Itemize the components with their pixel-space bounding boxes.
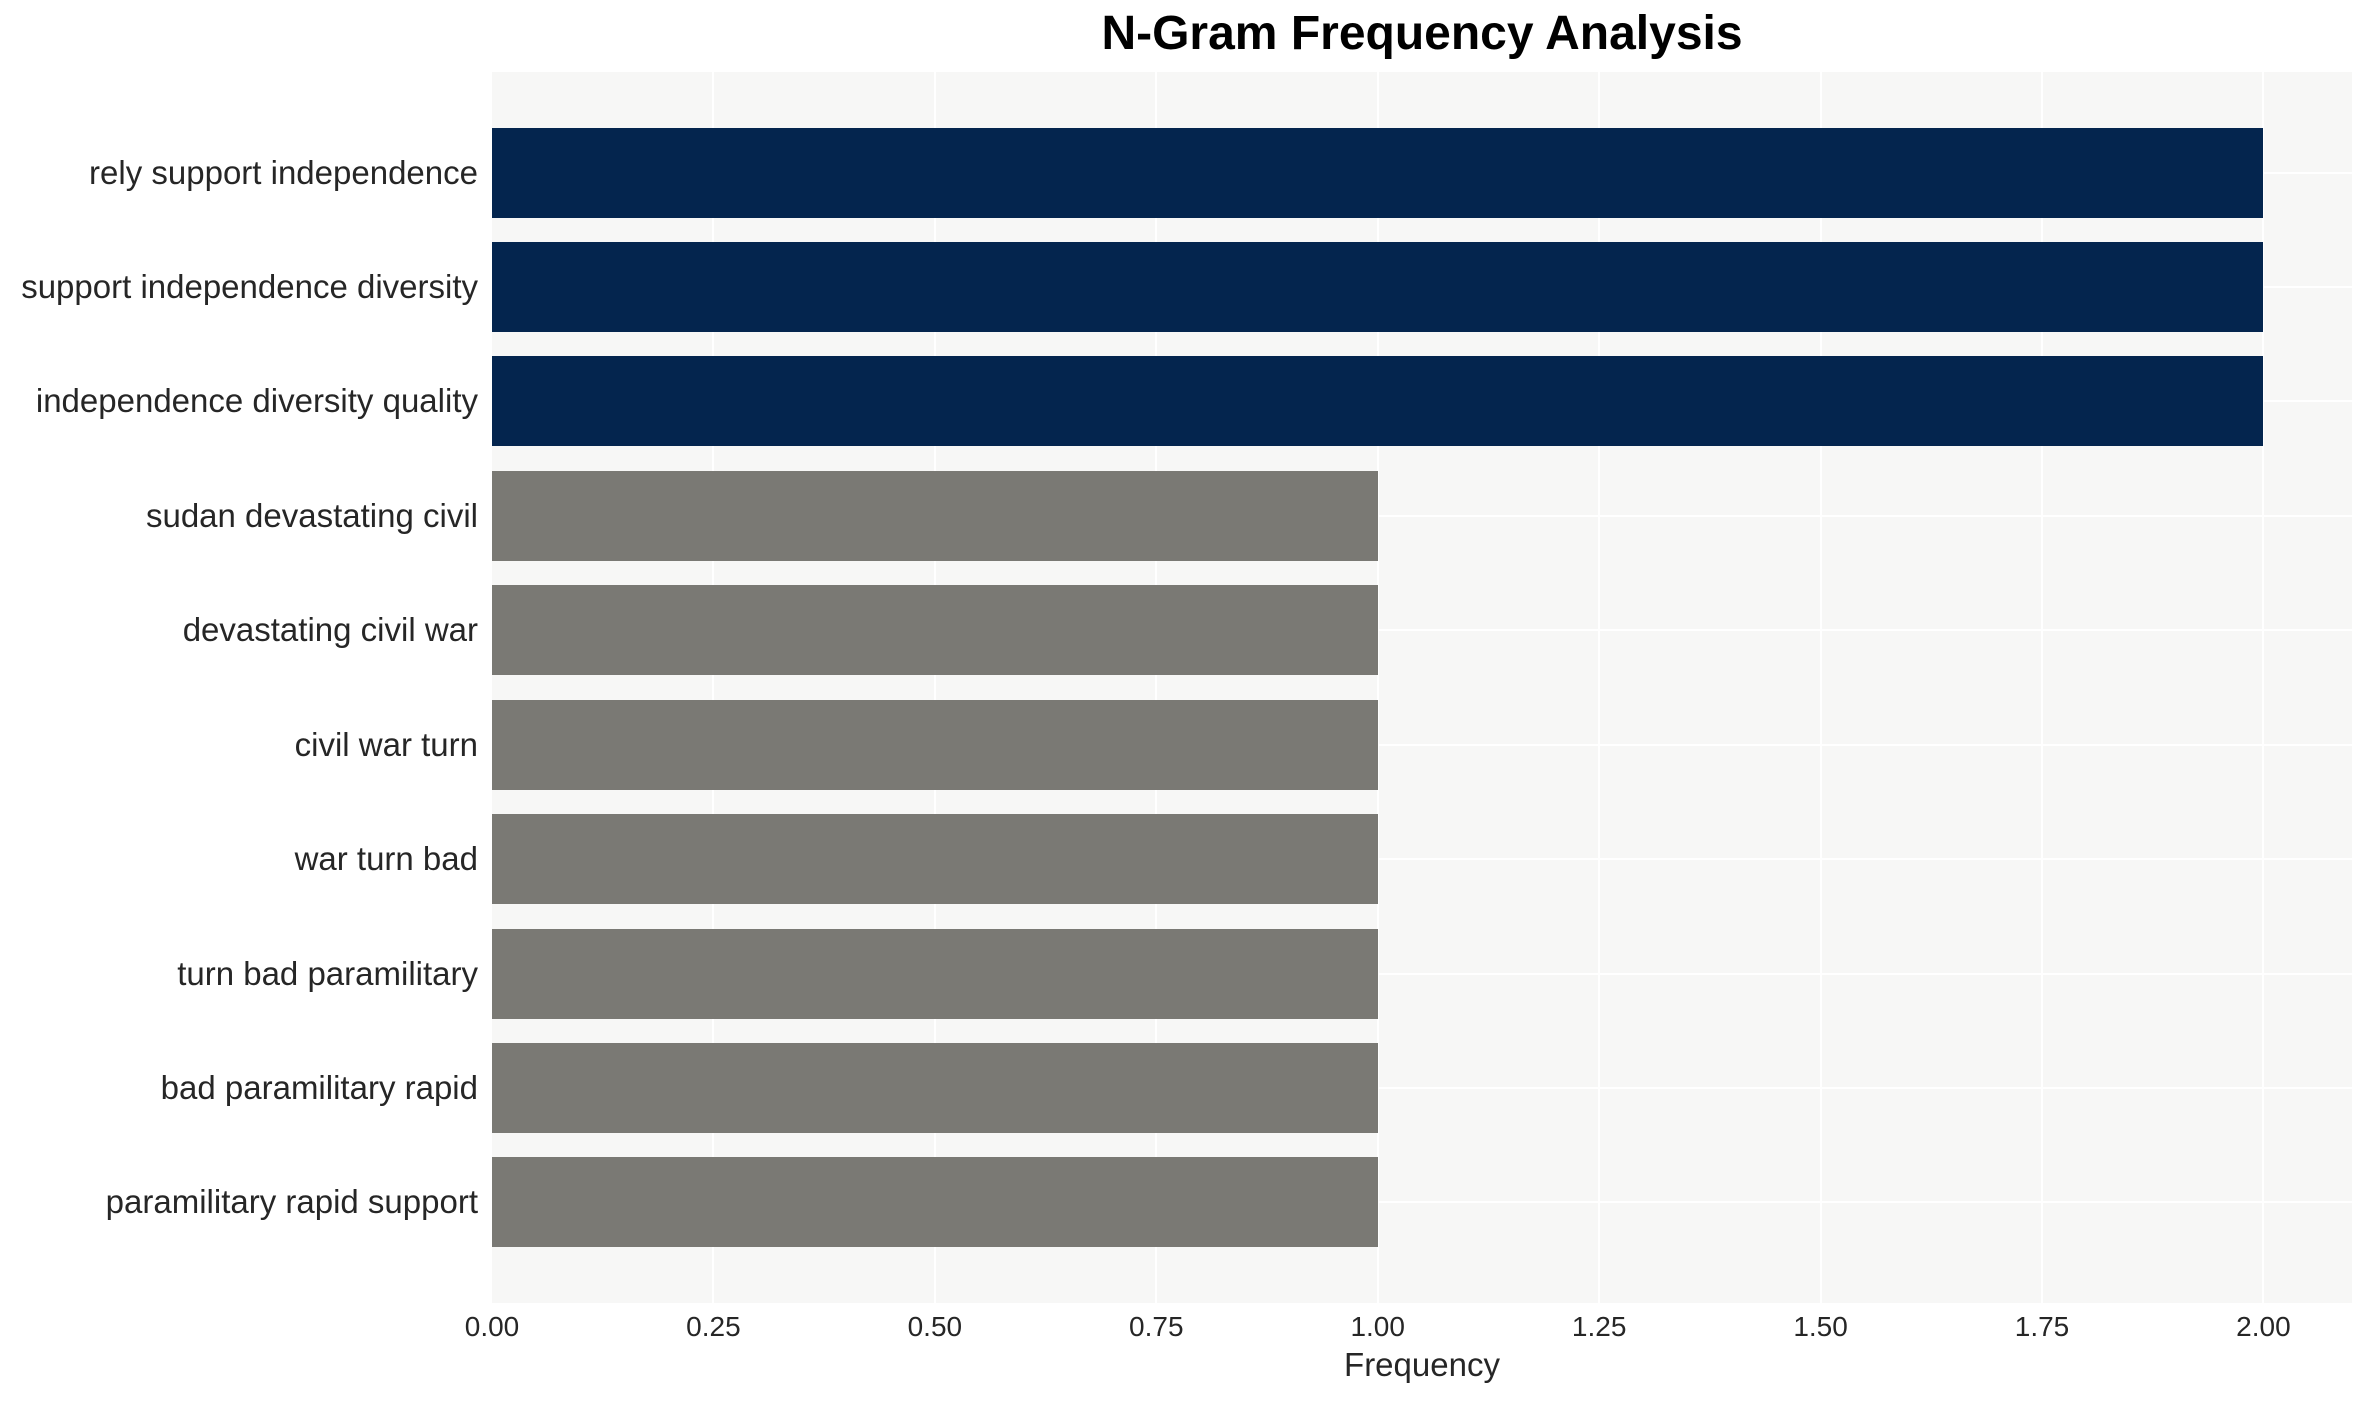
bar-9	[492, 1042, 1378, 1133]
bar-1	[492, 127, 2264, 218]
vertical-gridline	[933, 72, 936, 1303]
y-tick-label: paramilitary rapid support	[105, 1183, 478, 1221]
plot-area	[492, 72, 2352, 1303]
horizontal-gridline	[492, 972, 2352, 975]
y-tick-label: war turn bad	[294, 840, 478, 878]
y-tick-label: civil war turn	[294, 725, 478, 763]
horizontal-gridline	[492, 629, 2352, 632]
horizontal-gridline	[492, 1201, 2352, 1204]
y-tick-label: bad paramilitary rapid	[160, 1068, 478, 1106]
bar-10	[492, 1157, 1378, 1248]
vertical-gridline	[2041, 72, 2043, 1303]
y-tick-label: independence diversity quality	[35, 382, 478, 420]
bar-5	[492, 585, 1378, 676]
x-tick-label: 1.75	[2014, 1311, 2070, 1342]
x-tick-label: 1.50	[1793, 1311, 1848, 1342]
y-tick-label: rely support independence	[89, 153, 478, 191]
horizontal-gridline	[492, 514, 2352, 517]
y-tick-label: support independence diversity	[21, 268, 478, 306]
bar-3	[492, 356, 2264, 447]
vertical-gridline	[1155, 72, 1158, 1303]
vertical-gridline	[712, 72, 715, 1303]
x-tick-label: 0.00	[464, 1311, 520, 1342]
vertical-gridline	[2262, 72, 2265, 1303]
bar-4	[492, 470, 1378, 561]
bar-6	[492, 699, 1378, 790]
bar-8	[492, 928, 1378, 1019]
horizontal-gridline	[492, 1086, 2352, 1089]
y-tick-label: turn bad paramilitary	[177, 954, 478, 992]
x-axis-label: Frequency	[1344, 1346, 1500, 1383]
y-tick-label: sudan devastating civil	[145, 496, 478, 534]
vertical-gridline	[1598, 72, 1601, 1303]
vertical-gridline	[1819, 72, 1822, 1303]
x-tick-label: 2.00	[2236, 1311, 2291, 1342]
bar-2	[492, 242, 2264, 333]
x-tick-label: 0.25	[686, 1311, 741, 1342]
x-tick-label: 0.50	[907, 1311, 963, 1342]
vertical-gridline	[1376, 72, 1379, 1303]
bar-7	[492, 814, 1378, 905]
horizontal-gridline	[492, 858, 2352, 861]
chart-title: N-Gram Frequency Analysis	[1101, 7, 1743, 60]
x-tick-label: 1.25	[1571, 1311, 1627, 1342]
x-tick-label: 0.75	[1129, 1311, 1184, 1342]
horizontal-gridline	[492, 743, 2352, 746]
y-tick-label: devastating civil war	[182, 611, 478, 649]
x-tick-label: 1.00	[1350, 1311, 1405, 1342]
